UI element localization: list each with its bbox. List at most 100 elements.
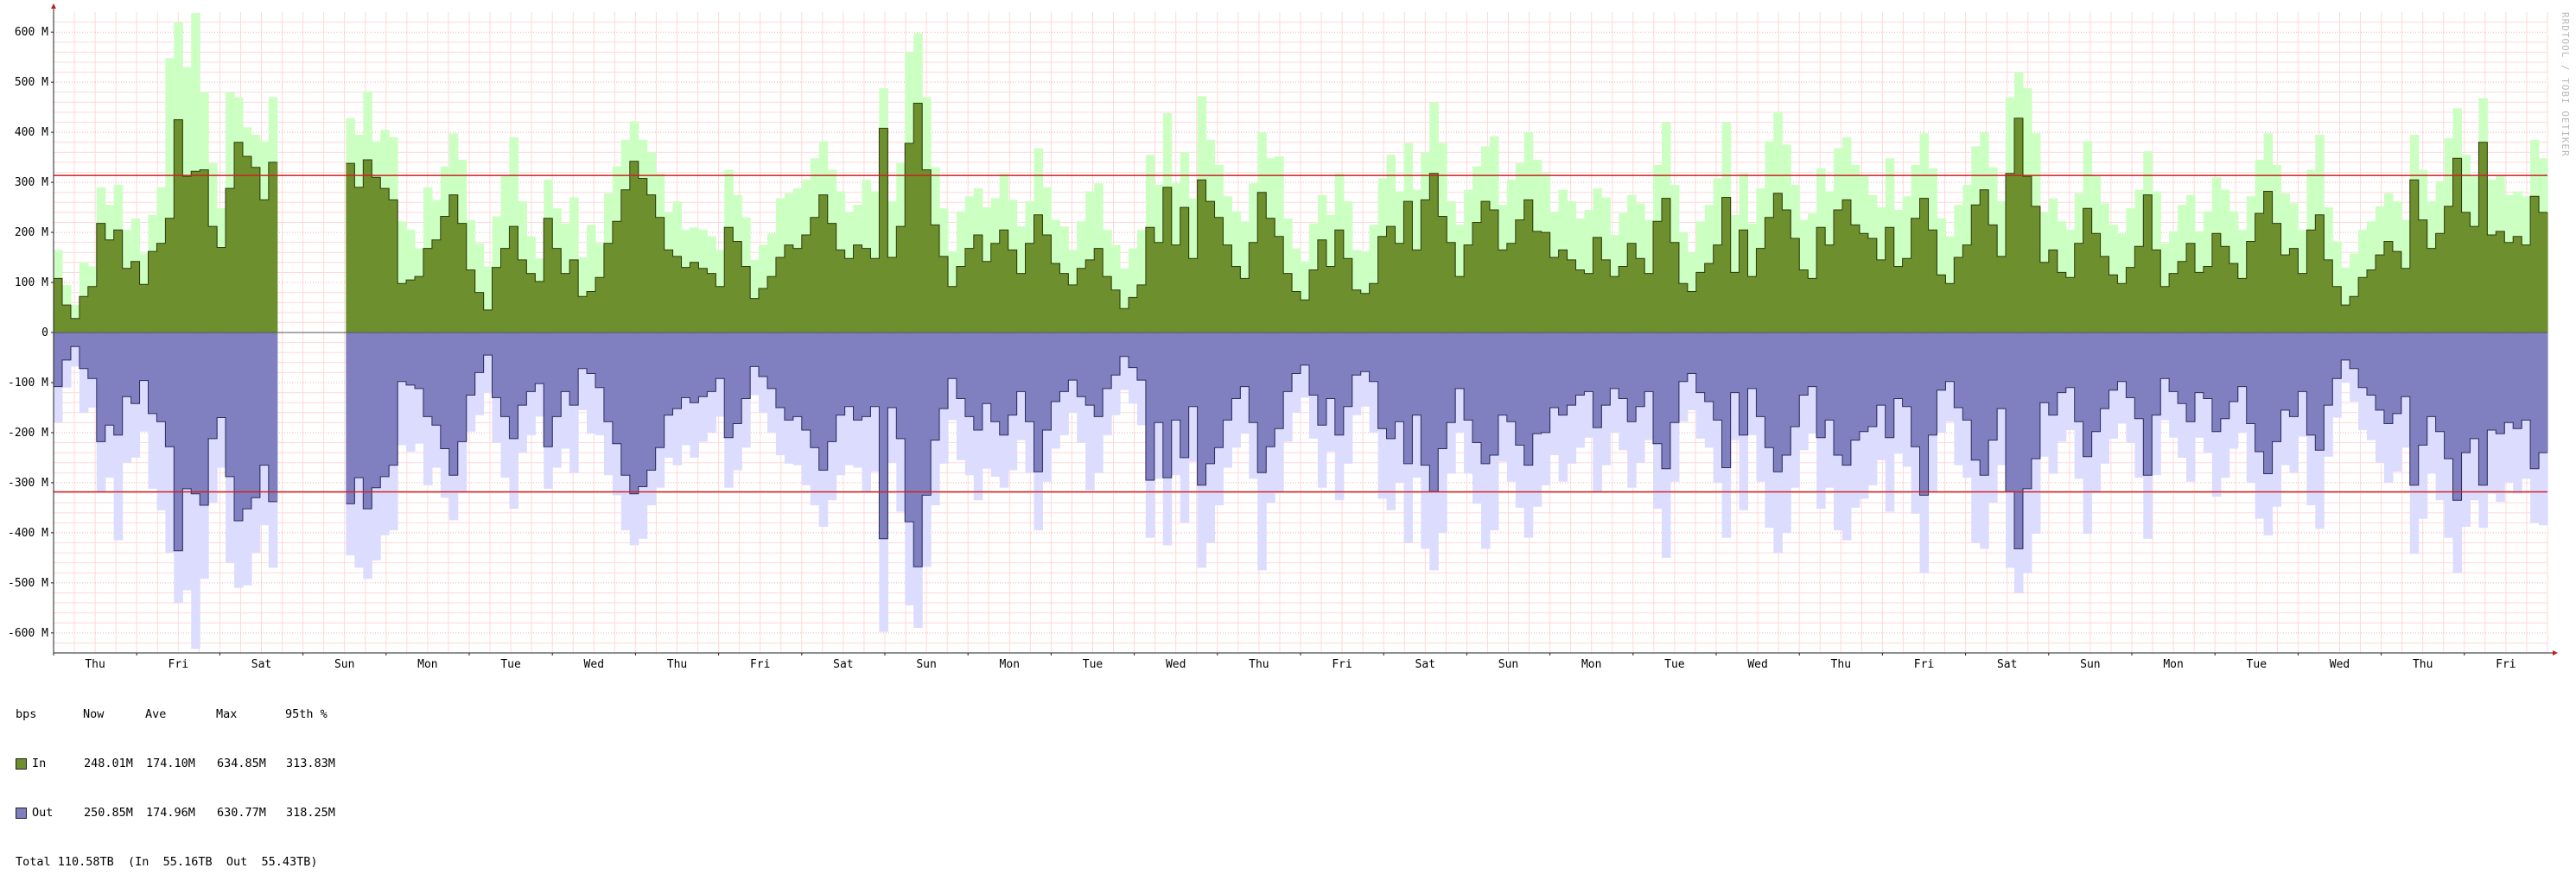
in-avg-bar: [1980, 189, 1989, 333]
in-avg-bar: [1042, 234, 1052, 333]
in-avg-bar: [2298, 273, 2307, 333]
in-avg-bar: [844, 258, 855, 333]
out-avg-bar: [389, 333, 398, 466]
out-avg-bar: [1713, 333, 1723, 421]
x-tick-label: Wed: [1166, 658, 1186, 671]
out-avg-bar: [1360, 333, 1371, 372]
out-avg-bar: [664, 333, 674, 415]
y-tick-label: 0: [41, 326, 48, 339]
in-avg-bar: [2006, 173, 2015, 333]
in-avg-bar: [2496, 231, 2505, 333]
out-avg-bar: [2272, 333, 2282, 442]
x-tick-label: Thu: [1831, 658, 1851, 671]
out-avg-bar: [1489, 333, 1499, 456]
y-tick-label: 300 M: [15, 176, 48, 189]
in-avg-bar: [406, 280, 416, 333]
out-avg-bar: [2057, 333, 2067, 393]
in-avg-bar: [1180, 207, 1190, 333]
out-avg-bar: [148, 333, 158, 414]
legend-header-p95: 95th %: [285, 707, 328, 721]
out-avg-bar: [1661, 333, 1671, 469]
out-avg-bar: [1188, 333, 1199, 407]
out-avg-bar: [2315, 333, 2325, 451]
in-avg-bar: [509, 226, 518, 333]
out-avg-bar: [2367, 333, 2376, 396]
out-avg-bar: [646, 333, 657, 471]
out-avg-bar: [853, 333, 863, 421]
out-avg-bar: [879, 333, 888, 539]
in-avg-bar: [1876, 259, 1886, 333]
out-avg-bar: [982, 333, 992, 404]
in-avg-bar: [1962, 244, 1972, 333]
out-avg-bar: [2203, 333, 2213, 399]
in-avg-bar: [664, 250, 674, 333]
out-avg-bar: [578, 333, 588, 369]
in-max-bar: [1369, 225, 1379, 333]
out-avg-bar: [466, 333, 476, 396]
out-avg-bar: [2126, 333, 2135, 398]
in-avg-bar: [1154, 242, 1164, 333]
in-avg-bar: [1447, 242, 1456, 333]
legend-header-bps: bps: [16, 707, 37, 721]
out-avg-bar: [2255, 333, 2265, 452]
out-avg-bar: [346, 333, 355, 504]
out-avg-bar: [431, 333, 442, 426]
in-max-bar: [474, 243, 485, 333]
in-avg-bar: [2513, 236, 2522, 333]
x-tick-label: Fri: [750, 658, 770, 671]
out-avg-bar: [1695, 333, 1706, 393]
out-avg-bar: [1575, 333, 1586, 396]
out-avg-bar: [2263, 333, 2274, 474]
out-avg-bar: [561, 333, 570, 392]
in-avg-bar: [2383, 241, 2394, 333]
in-avg-bar: [1558, 250, 1568, 333]
out-avg-bar: [2409, 333, 2420, 485]
in-avg-bar: [2358, 277, 2368, 333]
out-avg-bar: [973, 333, 983, 431]
in-avg-bar: [2289, 248, 2299, 333]
in-avg-bar: [939, 256, 949, 333]
in-avg-bar: [1859, 233, 1869, 333]
in-avg-bar: [1051, 263, 1060, 333]
in-avg-bar: [448, 194, 459, 333]
in-avg-bar: [1008, 250, 1018, 333]
out-avg-bar: [1515, 333, 1525, 446]
out-avg-bar: [1283, 333, 1293, 392]
out-avg-bar: [414, 333, 424, 389]
in-avg-bar: [638, 178, 648, 333]
in-avg-bar: [483, 309, 493, 333]
in-avg-bar: [398, 283, 407, 333]
in-avg-bar: [1730, 272, 1740, 333]
out-avg-bar: [759, 333, 768, 377]
out-avg-bar: [2134, 333, 2144, 419]
out-avg-bar: [733, 333, 742, 424]
in-avg-bar: [1094, 248, 1104, 333]
in-avg-bar: [578, 296, 588, 333]
out-avg-bar: [2237, 333, 2248, 387]
in-avg-bar: [1266, 218, 1275, 333]
x-tick-label: Thu: [667, 658, 687, 671]
in-avg-bar: [1988, 225, 1998, 333]
in-avg-bar: [2083, 208, 2093, 333]
out-avg-bar: [1308, 333, 1319, 396]
out-avg-bar: [2006, 333, 2015, 492]
out-avg-bar: [1704, 333, 1714, 402]
in-avg-bar: [1799, 269, 1809, 333]
out-avg-bar: [1962, 333, 1972, 421]
in-avg-bar: [226, 188, 235, 333]
out-avg-bar: [913, 333, 923, 567]
in-avg-bar: [2031, 206, 2041, 333]
in-avg-bar: [346, 163, 355, 333]
out-avg-bar: [440, 333, 450, 449]
in-avg-bar: [1506, 243, 1517, 333]
in-avg-bar: [2048, 250, 2058, 333]
in-avg-bar: [1834, 209, 1843, 333]
in-avg-bar: [380, 188, 390, 333]
out-avg-bar: [1223, 333, 1232, 421]
out-avg-bar: [156, 333, 166, 422]
out-avg-bar: [1266, 333, 1275, 447]
in-avg-bar: [1308, 269, 1319, 333]
in-avg-bar: [810, 217, 820, 333]
out-avg-bar: [1249, 333, 1258, 423]
out-max-bar: [1128, 333, 1138, 404]
